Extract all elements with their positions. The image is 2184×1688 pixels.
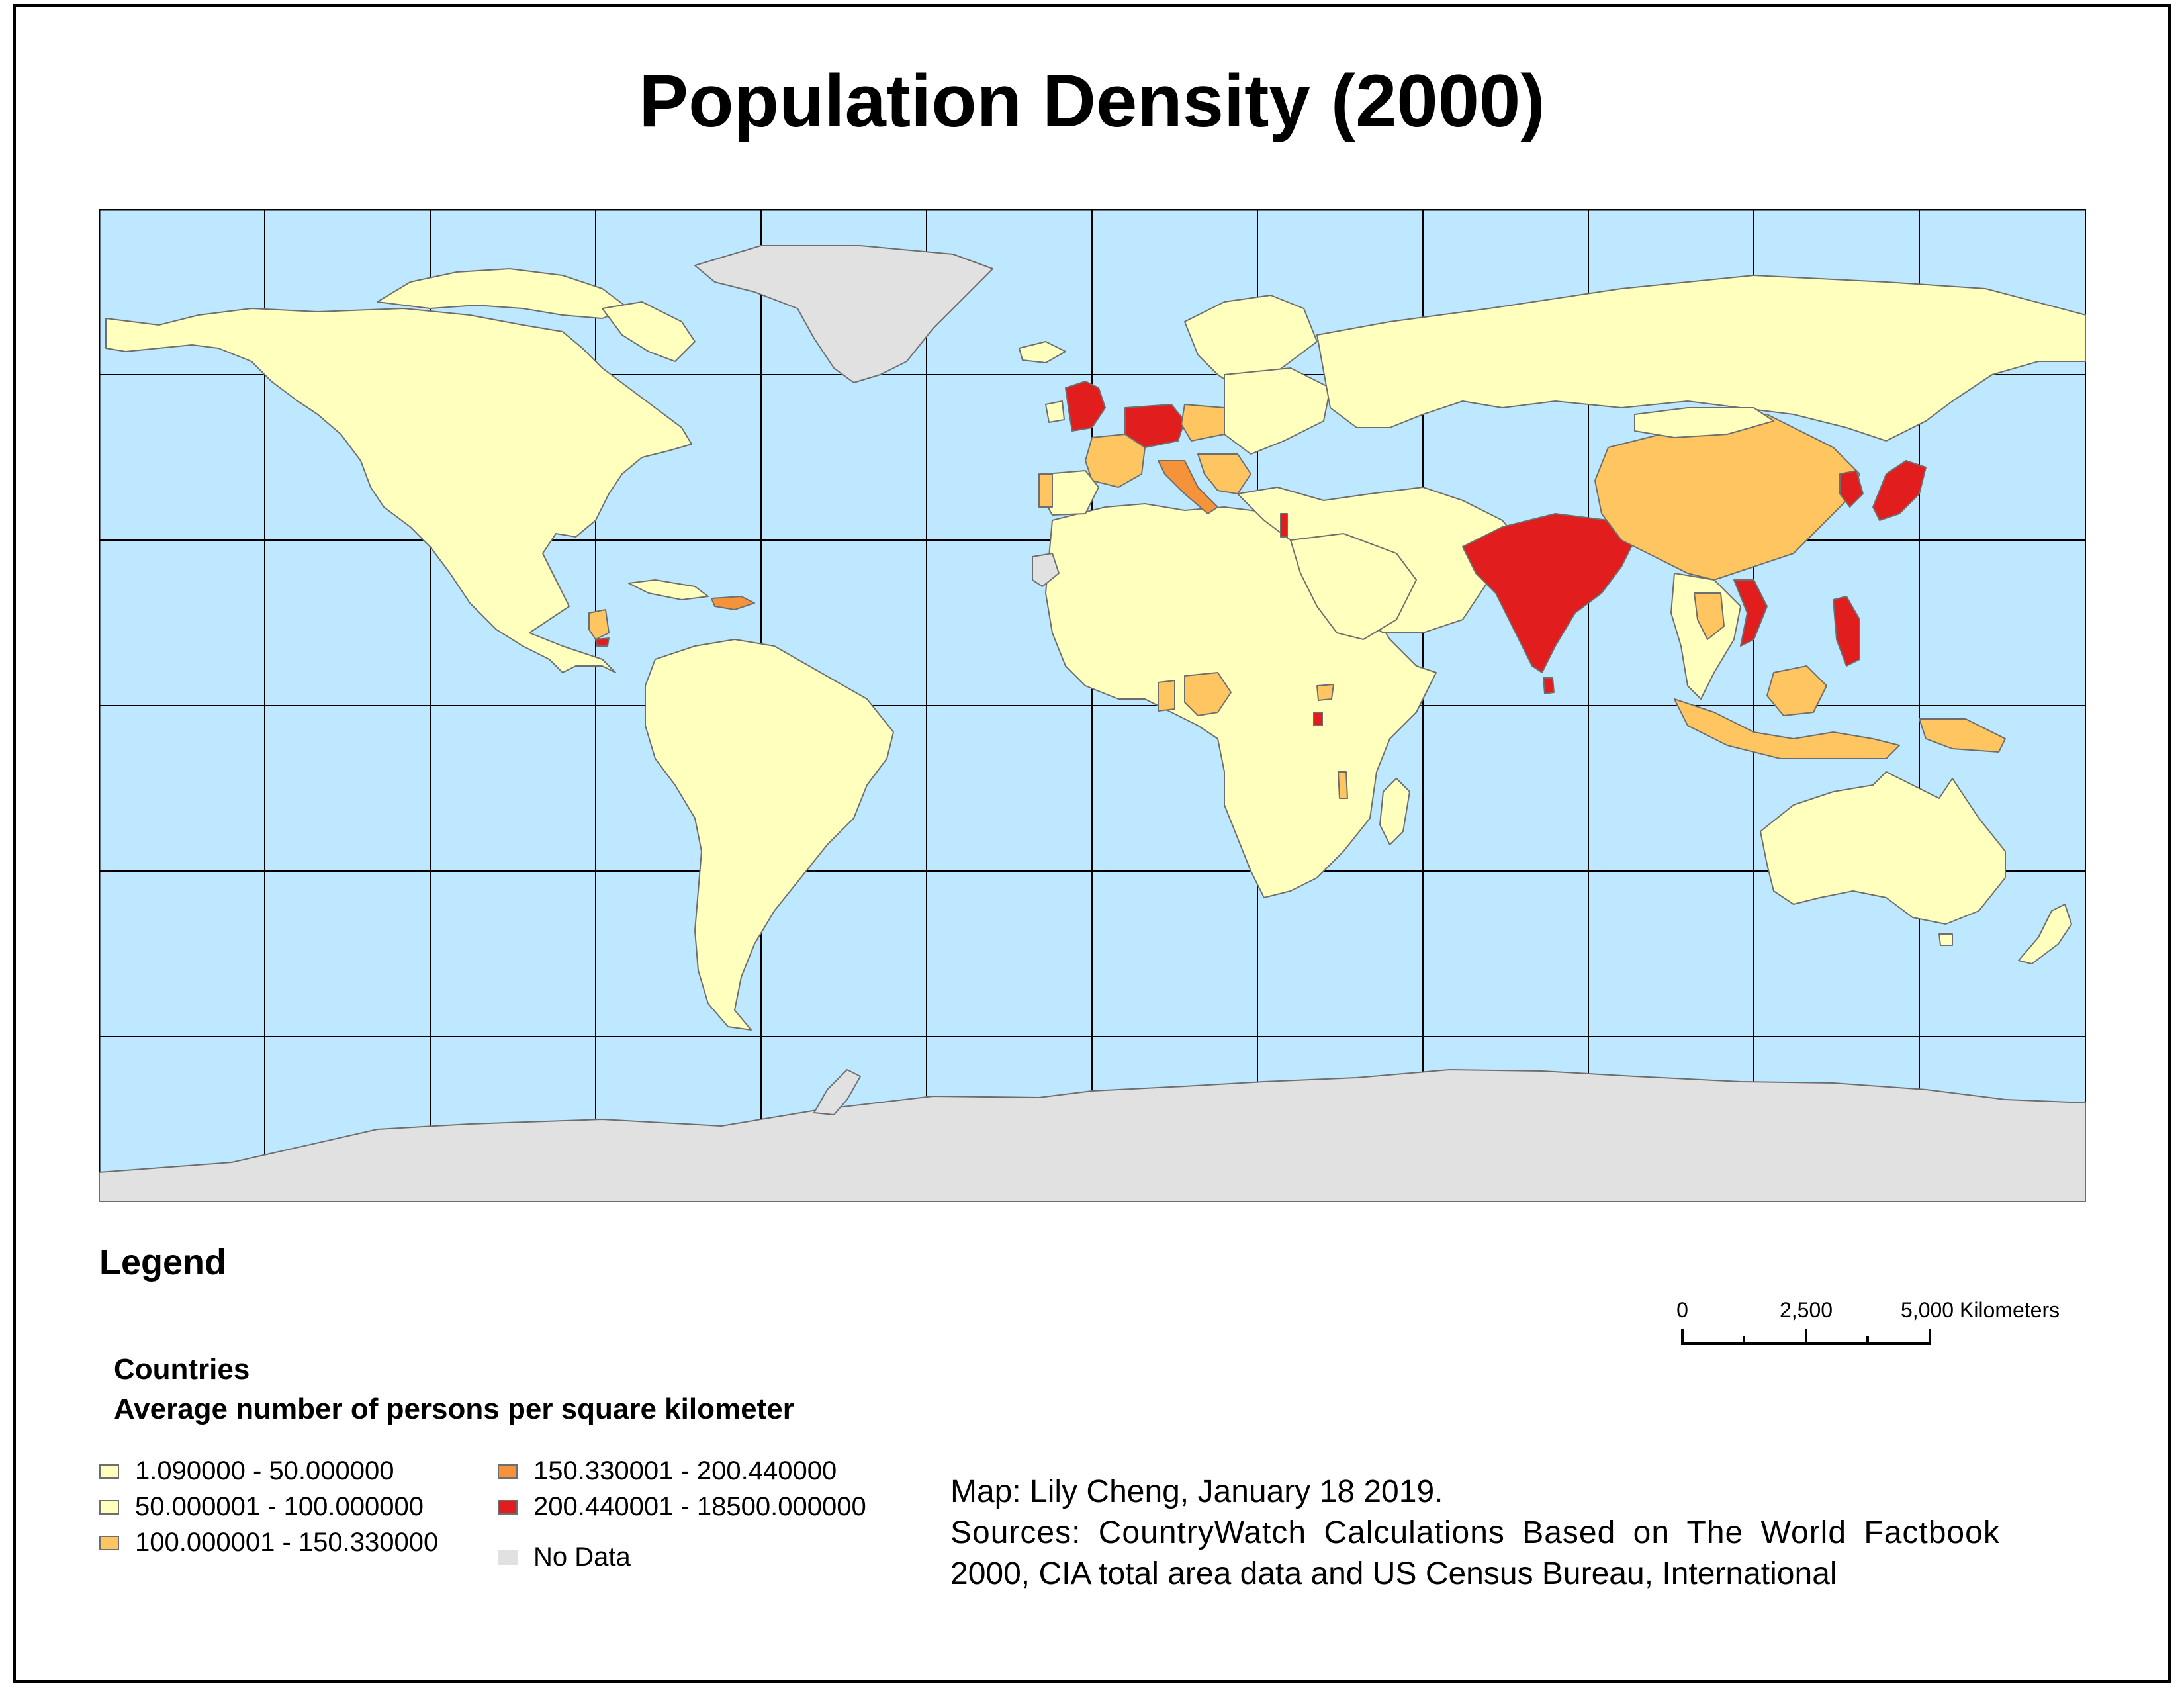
hispaniola bbox=[711, 596, 755, 610]
map-frame bbox=[13, 4, 2171, 1683]
north-america bbox=[105, 308, 692, 673]
arabia bbox=[1290, 533, 1417, 640]
legend-field-name: Average number of persons per square kil… bbox=[114, 1393, 794, 1425]
madagascar bbox=[1379, 778, 1410, 845]
world-map bbox=[99, 209, 2086, 1202]
benelux-germany bbox=[1124, 404, 1185, 448]
legend-class-5: 200.440001 - 18500.000000 bbox=[498, 1492, 866, 1522]
mongolia bbox=[1634, 407, 1774, 438]
iceland bbox=[1019, 341, 1066, 363]
japan bbox=[1872, 460, 1927, 521]
new-zealand bbox=[2018, 904, 2072, 964]
south-america bbox=[645, 639, 894, 1031]
guatemala bbox=[588, 609, 610, 640]
legend-layer-name: Countries bbox=[114, 1353, 250, 1385]
new-guinea bbox=[1919, 718, 2006, 753]
philippines bbox=[1833, 596, 1860, 667]
thailand bbox=[1694, 592, 1725, 640]
legend-class-2: 50.000001 - 100.000000 bbox=[99, 1492, 424, 1522]
legend-swatch-1 bbox=[99, 1464, 119, 1479]
legend-label-5: 200.440001 - 18500.000000 bbox=[533, 1492, 866, 1521]
tasmania bbox=[1938, 933, 1953, 946]
map-title: Population Density (2000) bbox=[639, 60, 1545, 142]
legend-swatch-5 bbox=[498, 1499, 518, 1515]
legend-swatch-2 bbox=[99, 1499, 119, 1515]
legend-swatch-no-data bbox=[498, 1550, 518, 1565]
legend-class-4: 150.330001 - 200.440000 bbox=[498, 1456, 837, 1486]
korea bbox=[1839, 470, 1864, 508]
legend-label-2: 50.000001 - 100.000000 bbox=[135, 1492, 424, 1521]
indonesia bbox=[1674, 698, 1900, 759]
legend-class-3: 100.000001 - 150.330000 bbox=[99, 1528, 438, 1558]
portugal bbox=[1038, 473, 1053, 508]
antarctica bbox=[99, 1069, 2086, 1202]
scale-bar-line bbox=[1681, 1329, 1931, 1345]
scale-label-5000: 5,000 Kilometers bbox=[1901, 1298, 2060, 1322]
malawi bbox=[1338, 771, 1348, 799]
rwanda-burundi bbox=[1313, 712, 1323, 726]
legend-swatch-4 bbox=[498, 1464, 518, 1479]
antarctic-peninsula bbox=[813, 1069, 861, 1115]
borneo bbox=[1766, 665, 1827, 716]
united-kingdom bbox=[1065, 381, 1106, 432]
lebanon-israel bbox=[1280, 513, 1288, 538]
poland-czech bbox=[1181, 404, 1225, 442]
italy bbox=[1158, 460, 1218, 514]
eastern-europe bbox=[1224, 367, 1331, 455]
ireland bbox=[1045, 400, 1065, 423]
vietnam bbox=[1733, 579, 1768, 647]
el-salvador bbox=[595, 637, 610, 647]
scale-label-0: 0 bbox=[1676, 1298, 1688, 1322]
australia bbox=[1760, 771, 2006, 925]
western-sahara bbox=[1032, 553, 1060, 587]
legend-class-no-data: No Data bbox=[498, 1542, 631, 1572]
legend-swatch-3 bbox=[99, 1535, 119, 1550]
sri-lanka bbox=[1543, 677, 1555, 694]
credit-author: Map: Lily Cheng, January 18 2019. bbox=[950, 1474, 1443, 1509]
scandinavia bbox=[1184, 295, 1318, 389]
nigeria bbox=[1184, 672, 1232, 716]
scale-label-2500: 2,500 bbox=[1780, 1298, 1833, 1322]
cuba bbox=[628, 579, 709, 600]
ghana-togo bbox=[1158, 680, 1175, 712]
legend-class-1: 1.090000 - 50.000000 bbox=[99, 1456, 394, 1486]
legend-label-1: 1.090000 - 50.000000 bbox=[135, 1456, 394, 1485]
credit-sources-2: 2000, CIA total area data and US Census … bbox=[950, 1556, 1837, 1591]
credit-sources-1: Sources: CountryWatch Calculations Based… bbox=[950, 1515, 2000, 1550]
legend-label-4: 150.330001 - 200.440000 bbox=[533, 1456, 837, 1485]
baffin-island bbox=[602, 301, 696, 362]
legend-title: Legend bbox=[99, 1243, 227, 1282]
india bbox=[1462, 513, 1635, 673]
scale-bar: 0 2,500 5,000 Kilometers bbox=[1676, 1298, 2060, 1345]
greenland bbox=[694, 245, 993, 383]
russia-asia bbox=[1316, 275, 2086, 442]
legend-label-3: 100.000001 - 150.330000 bbox=[135, 1528, 439, 1557]
uganda bbox=[1316, 684, 1334, 701]
legend-label-no-data: No Data bbox=[533, 1542, 631, 1571]
